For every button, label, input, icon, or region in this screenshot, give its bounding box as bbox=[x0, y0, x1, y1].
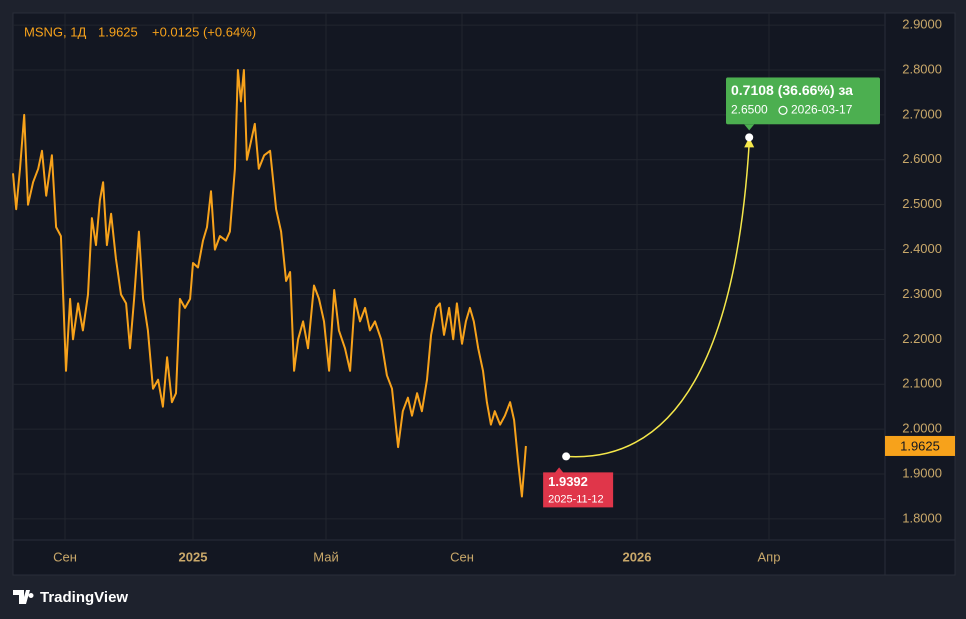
x-tick-label: 2025 bbox=[179, 549, 208, 564]
end-date: 2026-03-17 bbox=[791, 103, 853, 117]
y-tick-label: 2.7000 bbox=[902, 106, 942, 121]
start-value: 1.9392 bbox=[548, 474, 588, 489]
y-tick-label: 1.8000 bbox=[902, 510, 942, 525]
last-price: 1.9625 bbox=[98, 24, 138, 39]
start-date: 2025-11-12 bbox=[548, 493, 603, 505]
y-tick-label: 1.9000 bbox=[902, 465, 942, 480]
y-tick-label: 2.9000 bbox=[902, 17, 942, 32]
y-tick-label: 2.0000 bbox=[902, 421, 942, 436]
x-tick-label: Сен bbox=[53, 549, 77, 564]
y-tick-label: 2.6000 bbox=[902, 151, 942, 166]
x-tick-label: 2026 bbox=[623, 549, 652, 564]
projection-start bbox=[562, 452, 571, 461]
y-tick-label: 2.4000 bbox=[902, 241, 942, 256]
end-label-box bbox=[726, 77, 880, 125]
price-tag-label: 1.9625 bbox=[900, 438, 940, 453]
x-tick-label: Апр bbox=[758, 549, 781, 564]
plot: 1.9625 1.9392 2025-11-12 0.7108 (36.66%) за… bbox=[12, 69, 955, 508]
price-tag bbox=[885, 435, 955, 456]
y-tick-label: 2.1000 bbox=[902, 376, 942, 391]
brand: TradingView bbox=[13, 589, 128, 606]
start-label-box bbox=[543, 467, 614, 508]
end-label-clip: 0.7108 (36.66%) за 2.6500 2026-03-17 bbox=[726, 77, 880, 125]
change: +0.0125 (+0.64%) bbox=[152, 24, 256, 39]
x-tick-label: Сен bbox=[450, 549, 474, 564]
projection-arrow bbox=[744, 137, 755, 148]
clock-icon bbox=[778, 105, 788, 115]
projection-end bbox=[745, 133, 754, 142]
brand-name: TradingView bbox=[40, 589, 128, 606]
y-tick-label: 2.2000 bbox=[902, 331, 942, 346]
price-line bbox=[12, 69, 527, 498]
brand-logo bbox=[13, 590, 34, 604]
y-tick-label: 2.8000 bbox=[902, 61, 942, 76]
x-tick-label: Май bbox=[313, 549, 338, 564]
symbol: MSNG, 1Д bbox=[24, 24, 86, 39]
end-value: 2.6500 bbox=[731, 103, 768, 117]
end-change: 0.7108 (36.66%) за bbox=[731, 82, 853, 98]
header: MSNG, 1Д 1.9625 +0.0125 (+0.64%) bbox=[24, 24, 256, 39]
y-tick-label: 2.3000 bbox=[902, 286, 942, 301]
projection-curve bbox=[566, 143, 750, 458]
end-label-pointer bbox=[744, 124, 755, 131]
y-tick-label: 2.5000 bbox=[902, 196, 942, 211]
